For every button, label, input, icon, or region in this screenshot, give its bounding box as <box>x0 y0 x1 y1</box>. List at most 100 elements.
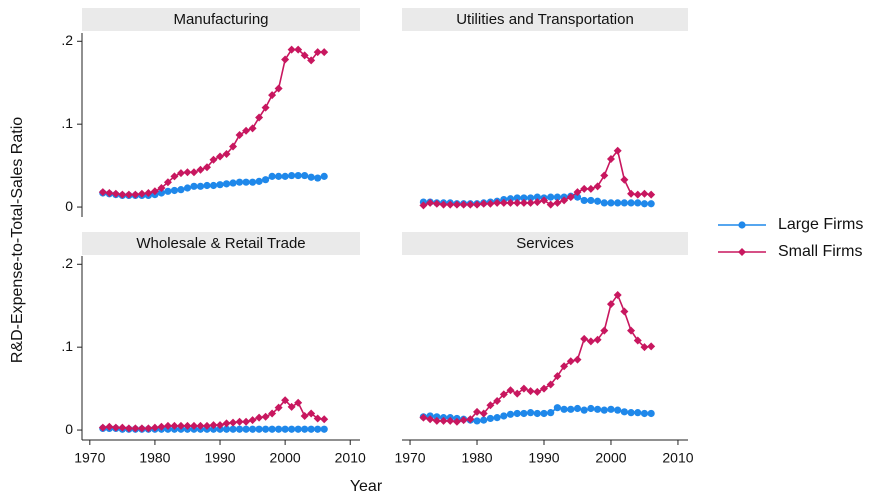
series-line <box>423 293 652 423</box>
x-tick-label: 1990 <box>204 450 235 466</box>
marker <box>560 362 569 371</box>
panel-title: Wholesale & Retail Trade <box>136 235 305 252</box>
marker <box>587 196 595 205</box>
y-axis-label: R&D-Expense-to-Total-Sales Ratio <box>9 117 26 363</box>
legend-symbol <box>738 221 746 229</box>
marker <box>627 326 636 335</box>
marker <box>124 190 133 199</box>
marker <box>506 198 515 207</box>
marker <box>190 182 198 190</box>
marker <box>606 154 615 163</box>
marker <box>614 199 622 207</box>
marker <box>203 181 211 190</box>
marker <box>566 193 575 202</box>
marker <box>307 173 315 181</box>
marker <box>294 171 302 180</box>
marker <box>176 421 185 430</box>
marker <box>466 200 475 209</box>
marker <box>209 425 218 433</box>
marker <box>222 419 231 428</box>
marker <box>573 193 582 201</box>
marker <box>640 200 649 208</box>
marker <box>313 414 322 423</box>
marker <box>493 198 502 207</box>
marker <box>426 415 435 424</box>
marker <box>580 184 589 193</box>
marker <box>255 425 263 433</box>
marker <box>320 172 328 180</box>
panel-header <box>82 232 360 255</box>
marker <box>526 409 535 417</box>
marker <box>235 417 244 426</box>
marker <box>222 180 231 188</box>
marker <box>526 198 535 207</box>
marker <box>586 184 595 193</box>
marker <box>189 168 198 177</box>
marker <box>203 163 212 172</box>
marker <box>634 199 642 207</box>
marker <box>640 343 649 352</box>
marker <box>209 155 218 164</box>
marker <box>314 174 322 182</box>
marker <box>196 421 205 430</box>
marker <box>307 409 316 418</box>
marker <box>600 326 609 335</box>
marker <box>242 178 250 186</box>
marker <box>222 425 231 433</box>
marker <box>533 387 542 396</box>
y-tick-label: .1 <box>61 338 73 354</box>
marker <box>163 178 172 187</box>
marker <box>553 198 562 207</box>
marker <box>473 417 481 425</box>
marker <box>163 421 172 430</box>
marker <box>452 417 461 426</box>
panel-title: Services <box>516 235 574 252</box>
marker <box>281 396 290 405</box>
marker <box>593 197 602 205</box>
marker <box>547 409 555 417</box>
marker <box>459 416 468 425</box>
x-tick-label: 2010 <box>662 450 693 466</box>
marker <box>261 103 270 112</box>
marker <box>546 200 555 209</box>
marker <box>294 425 302 433</box>
marker <box>196 182 205 190</box>
marker <box>248 416 257 425</box>
marker <box>480 416 488 424</box>
marker <box>640 189 649 198</box>
marker <box>606 300 615 309</box>
marker <box>268 172 276 180</box>
marker <box>506 410 515 418</box>
marker <box>634 409 642 417</box>
marker <box>144 188 153 197</box>
marker <box>499 390 508 399</box>
marker <box>446 416 455 425</box>
marker <box>533 193 541 201</box>
marker <box>493 414 501 422</box>
marker <box>150 423 159 432</box>
marker <box>439 416 448 425</box>
marker <box>600 199 608 207</box>
marker <box>593 335 602 344</box>
marker <box>242 417 251 426</box>
marker <box>216 152 225 161</box>
marker <box>281 55 290 64</box>
marker <box>261 425 270 433</box>
panel-header <box>402 8 688 31</box>
marker <box>466 415 475 424</box>
marker <box>419 413 428 422</box>
marker <box>176 169 185 178</box>
marker <box>268 91 277 100</box>
x-tick-label: 1970 <box>74 450 105 466</box>
marker <box>274 403 283 412</box>
marker <box>287 45 296 54</box>
marker <box>633 336 642 345</box>
marker <box>553 372 562 381</box>
marker <box>647 409 655 418</box>
marker <box>242 425 250 433</box>
marker <box>255 413 264 422</box>
marker <box>533 409 541 418</box>
y-tick-label: .2 <box>61 32 73 48</box>
marker <box>573 188 582 197</box>
